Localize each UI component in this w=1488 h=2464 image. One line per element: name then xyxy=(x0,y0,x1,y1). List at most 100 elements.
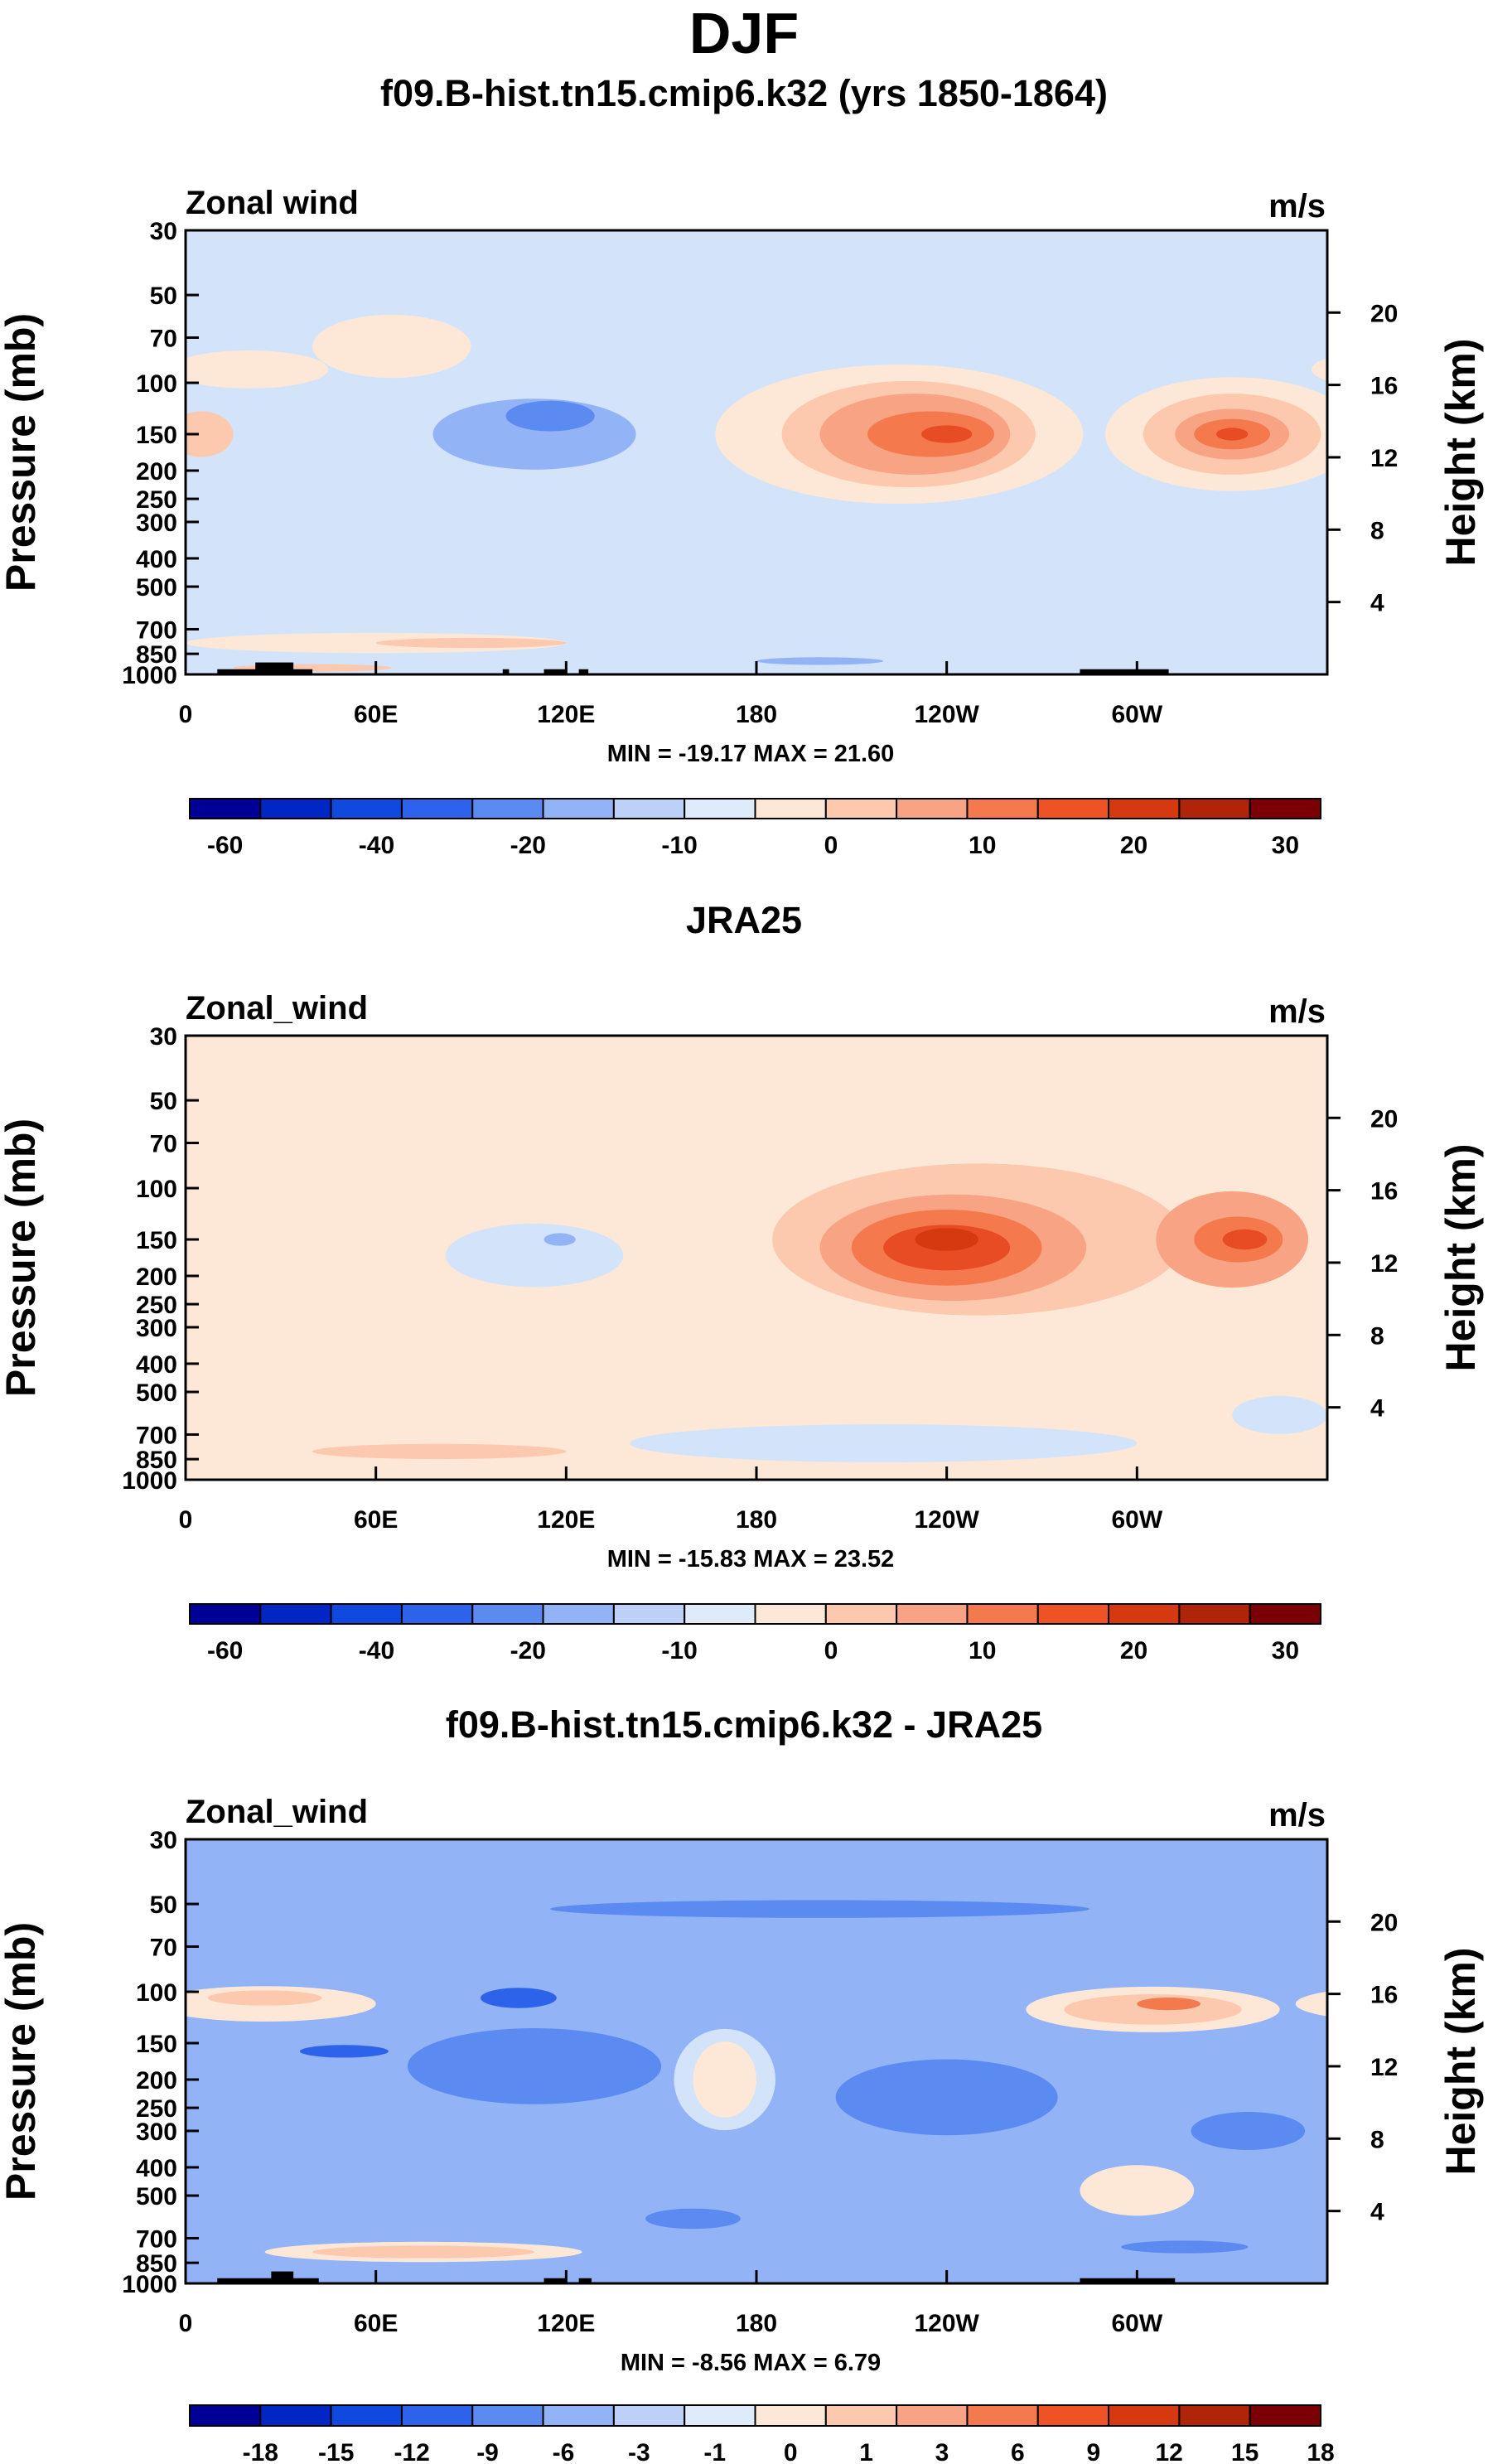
y-tick-label: 400 xyxy=(136,546,177,573)
topography-block xyxy=(544,669,567,674)
colorbar-box xyxy=(471,2404,544,2427)
colorbar-box xyxy=(824,1603,898,1625)
colorbar-box xyxy=(754,798,827,819)
min-max-label: MIN = -15.83 MAX = 23.52 xyxy=(607,1546,895,1573)
colorbar-label: -12 xyxy=(394,2439,429,2464)
x-tick-label: 60W xyxy=(1111,701,1162,728)
colorbar-box xyxy=(1036,1603,1110,1625)
topography-block xyxy=(255,662,294,674)
x-tick-label: 60E xyxy=(354,1506,398,1534)
y-tick-label: 1000 xyxy=(122,2271,177,2298)
x-tick-label: 60W xyxy=(1111,2310,1162,2337)
topography-block xyxy=(502,669,510,674)
panel-1: f09.B-hist.tn15.cmip6.k32 (yrs 1850-1864… xyxy=(0,72,1484,859)
colorbar-box xyxy=(1108,798,1181,819)
contour-region xyxy=(375,637,567,649)
min-max-label: MIN = -8.56 MAX = 6.79 xyxy=(621,2350,881,2376)
contour-region xyxy=(312,2245,535,2259)
colorbar-box xyxy=(896,1603,969,1625)
y-tick-label: 30 xyxy=(150,218,177,245)
y-axis-label: Pressure (mb) xyxy=(0,313,44,592)
x-tick-label: 60E xyxy=(354,2310,398,2337)
height-tick-label: 4 xyxy=(1370,2199,1384,2226)
colorbar-box xyxy=(896,798,969,819)
y-tick-label: 300 xyxy=(136,2119,177,2146)
y-tick-label: 200 xyxy=(136,458,177,486)
colorbar-box xyxy=(189,2404,262,2427)
y-tick-label: 50 xyxy=(150,1088,177,1115)
x-tick-label: 120W xyxy=(914,1506,979,1534)
colorbar-label: 6 xyxy=(1011,2439,1025,2464)
colorbar-box xyxy=(330,798,403,819)
contour-region xyxy=(645,2208,741,2230)
height-tick-label: 20 xyxy=(1370,300,1398,327)
colorbar-box xyxy=(1178,798,1251,819)
y-tick-label: 30 xyxy=(150,1023,177,1051)
height-tick-label: 8 xyxy=(1370,2126,1384,2153)
contour-region xyxy=(1121,2240,1249,2254)
contour-field xyxy=(186,230,1327,674)
topography-block xyxy=(1080,669,1169,674)
y-tick-label: 250 xyxy=(136,1292,177,1319)
units-label: m/s xyxy=(1268,993,1326,1030)
colorbar-label: -60 xyxy=(207,832,243,859)
contour-region xyxy=(915,1228,978,1251)
height-tick-label: 16 xyxy=(1370,1178,1398,1205)
contour-region xyxy=(1080,2165,1195,2216)
y-tick-label: 500 xyxy=(136,2183,177,2210)
contour-region xyxy=(312,1443,567,1460)
topography-block xyxy=(544,2278,567,2283)
contour-region xyxy=(1311,358,1327,381)
height-tick-label: 8 xyxy=(1370,1322,1384,1350)
contour-region xyxy=(1137,1997,1201,2011)
y-tick-label: 400 xyxy=(136,1351,177,1379)
colorbar-box xyxy=(542,798,615,819)
contour-field xyxy=(186,1839,1327,2283)
y-tick-label: 300 xyxy=(136,1315,177,1342)
contour-region xyxy=(756,657,884,665)
contour-region xyxy=(186,350,329,389)
contour-region xyxy=(544,1233,576,1246)
colorbar-box xyxy=(542,1603,615,1625)
colorbar-label: -1 xyxy=(703,2439,726,2464)
contour-region xyxy=(207,1990,322,2006)
y-axis-right-label: Height (km) xyxy=(1437,1144,1484,1372)
panel-label: Zonal_wind xyxy=(186,1794,368,1830)
y-tick-label: 500 xyxy=(136,574,177,602)
y-tick-label: 30 xyxy=(150,1827,177,1854)
colorbar-box xyxy=(684,798,756,819)
colorbar-label: 20 xyxy=(1120,1637,1147,1664)
y-tick-label: 100 xyxy=(136,1979,177,2007)
colorbar-box xyxy=(189,798,262,819)
colorbar-label: -20 xyxy=(510,1637,546,1664)
colorbar-label: -10 xyxy=(661,1637,697,1664)
x-tick-label: 180 xyxy=(736,1506,777,1534)
contour-region xyxy=(550,1900,1089,1918)
y-tick-label: 250 xyxy=(136,486,177,514)
colorbar-label: 10 xyxy=(969,832,996,859)
contour-region xyxy=(186,411,234,457)
colorbar-box xyxy=(684,2404,756,2427)
x-tick-label: 0 xyxy=(179,2310,193,2337)
contour-field xyxy=(186,1036,1327,1480)
colorbar-box xyxy=(471,798,544,819)
y-tick-label: 70 xyxy=(150,326,177,353)
x-tick-label: 0 xyxy=(179,701,193,728)
colorbar-label: -40 xyxy=(359,1637,394,1664)
colorbar-box xyxy=(966,798,1039,819)
y-tick-label: 200 xyxy=(136,1263,177,1291)
units-label: m/s xyxy=(1268,1797,1326,1834)
colorbar: -60 -40 -20 -10 0 10 20 30 xyxy=(189,798,1321,859)
panel-title: JRA25 xyxy=(686,899,802,941)
colorbar-label: 10 xyxy=(969,1637,996,1664)
x-tick-label: 180 xyxy=(736,2310,777,2337)
x-tick-label: 180 xyxy=(736,701,777,728)
colorbar-box xyxy=(1108,1603,1181,1625)
x-tick-label: 0 xyxy=(179,1506,193,1534)
colorbar-label: -6 xyxy=(553,2439,575,2464)
height-tick-label: 8 xyxy=(1370,517,1384,544)
topography-block xyxy=(1080,2278,1176,2283)
colorbar-label: 15 xyxy=(1231,2439,1259,2464)
contour-region xyxy=(629,1424,1138,1462)
